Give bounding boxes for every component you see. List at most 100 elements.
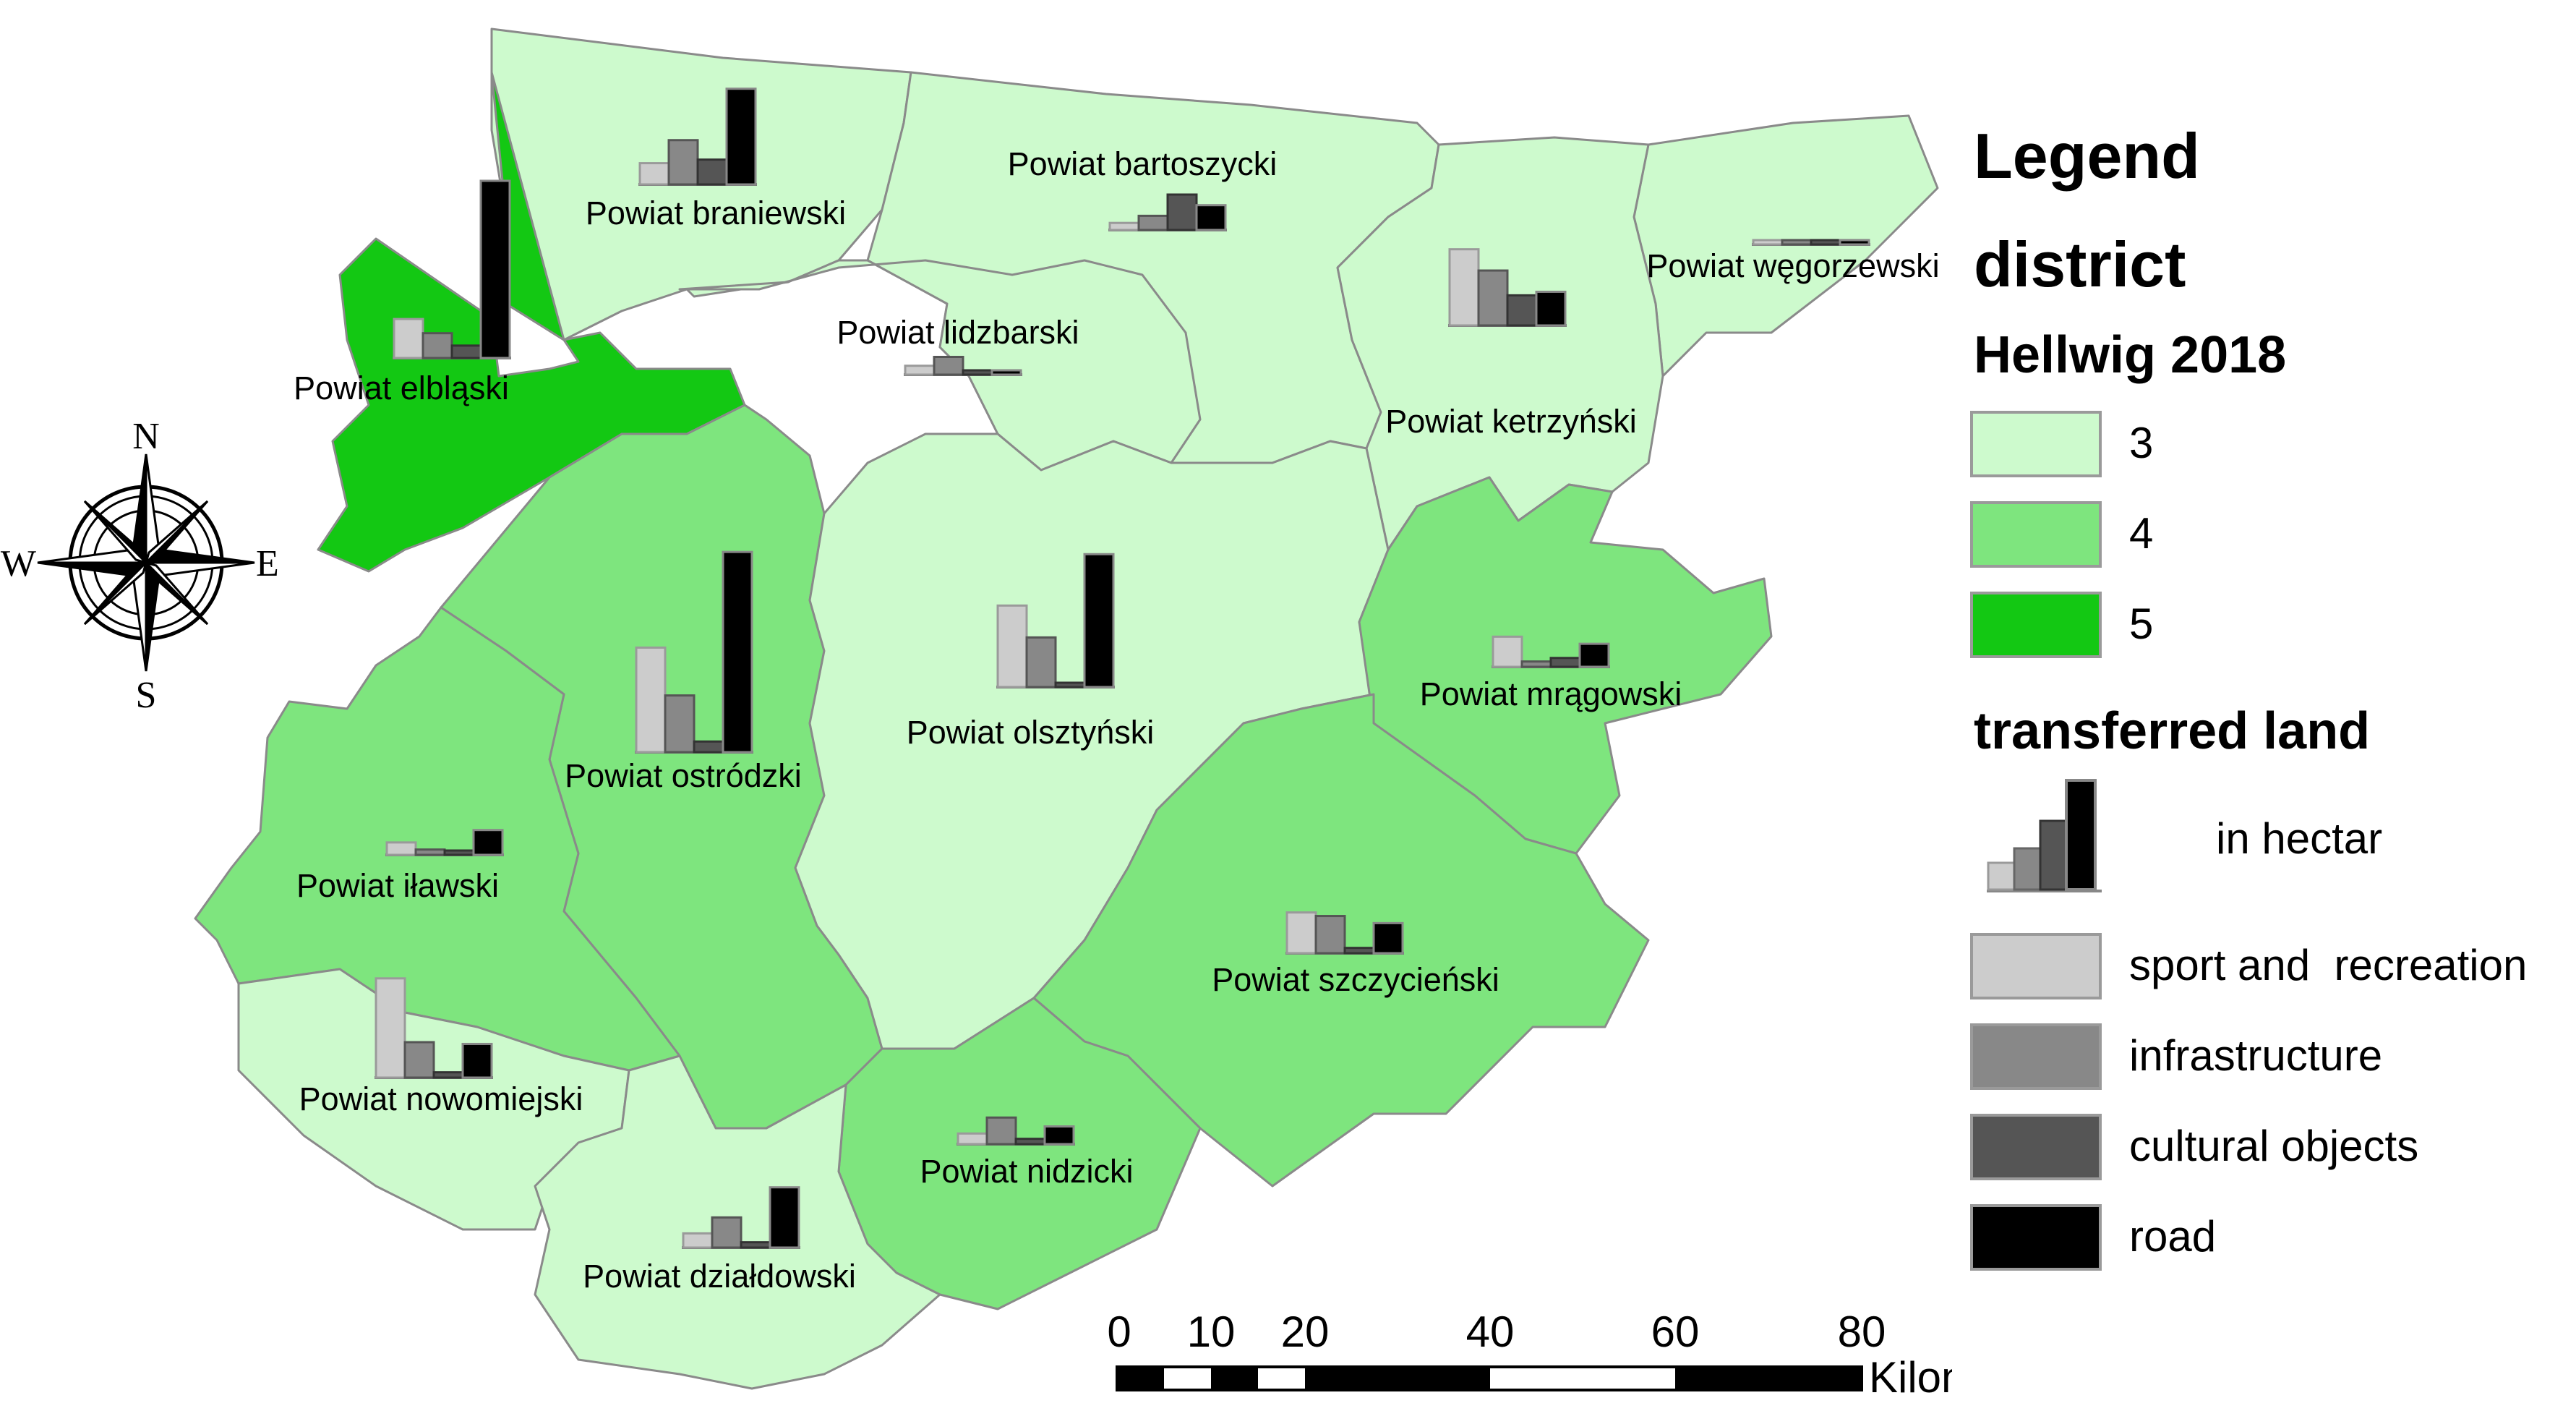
bar-road — [1372, 921, 1404, 955]
bar-road — [722, 550, 753, 754]
compass-south-label: S — [136, 675, 157, 716]
district-label-szczycienski: Powiat szczycieński — [1212, 961, 1499, 998]
bar-infrastructure — [985, 1116, 1017, 1146]
bars-layer — [375, 88, 1870, 1249]
bar-infrastructure — [422, 332, 453, 359]
legend-unit-label: in hectar — [2216, 814, 2383, 863]
bar-infrastructure — [933, 356, 964, 376]
district-label-elblaski: Powiat elbląski — [294, 370, 509, 406]
bar-road — [990, 369, 1022, 376]
legend-class-4-swatch — [1970, 501, 2102, 568]
bar-sport — [1108, 221, 1140, 231]
scale-tick-40: 40 — [1466, 1308, 1515, 1356]
bar-infrastructure — [403, 1041, 435, 1079]
scale-tick-80: 80 — [1838, 1308, 1886, 1356]
district-label-wegorzewski: Powiat węgorzewski — [1646, 247, 1939, 284]
bar-cultural — [1810, 239, 1841, 246]
bar-sport — [996, 604, 1028, 689]
district-label-nowomiejski: Powiat nowomiejski — [299, 1080, 583, 1117]
district-area-elblaski[interactable] — [317, 71, 746, 573]
bar-road — [472, 829, 504, 856]
legend-infrastructure-label: infrastructure — [2129, 1031, 2383, 1080]
district-label-ilawski: Powiat iławski — [296, 867, 499, 904]
bar-road — [725, 88, 757, 186]
legend-district-heading: district — [1974, 229, 2186, 300]
legend-road-swatch — [1970, 1204, 2102, 1271]
legend-infrastructure-swatch — [1970, 1023, 2102, 1090]
district-label-ketrzynski: Powiat ketrzyński — [1385, 403, 1637, 440]
bar-infrastructure — [664, 694, 696, 754]
bar-cultural — [432, 1071, 464, 1079]
district-label-dzialdowski: Powiat działdowski — [583, 1258, 856, 1295]
bar-sport — [635, 646, 667, 754]
bar-sport — [638, 162, 670, 186]
bar-infrastructure — [711, 1216, 743, 1249]
bar-road — [1578, 642, 1610, 668]
legend-title: Legend — [1974, 120, 2200, 192]
bar-infrastructure — [1314, 915, 1346, 955]
compass-north-label: N — [132, 416, 160, 457]
legend-sport-label: sport and recreation — [2129, 941, 2528, 989]
district-label-ostrodzki: Powiat ostródzki — [565, 757, 802, 794]
bar-cultural — [693, 740, 724, 754]
scale-unit-label: Kilometers — [1869, 1353, 1952, 1402]
bar-cultural — [1549, 657, 1581, 668]
bar-sport — [957, 1132, 988, 1146]
legend-class-5-label: 5 — [2129, 600, 2154, 648]
bar-infrastructure — [667, 139, 699, 186]
bar-road — [461, 1042, 493, 1079]
legend-class-3-label: 3 — [2129, 419, 2154, 467]
compass-rose-icon: N S E W — [1, 416, 279, 716]
scale-bar: 0 10 20 40 60 80 Kilometers — [1107, 1308, 1952, 1402]
district-label-mragowski: Powiat mrągowski — [1420, 675, 1682, 712]
district-label-lidzbarski: Powiat lidzbarski — [836, 314, 1079, 351]
bar-cultural — [1166, 193, 1198, 231]
bar-sport — [682, 1232, 714, 1249]
bar-cultural — [1054, 681, 1086, 689]
bar-infrastructure — [1025, 636, 1057, 689]
bar-sport — [1448, 248, 1480, 327]
legend-road-label: road — [2129, 1212, 2217, 1261]
legend-transferred-heading: transferred land — [1974, 702, 2371, 760]
district-label-olsztynski: Powiat olsztyński — [907, 714, 1155, 751]
bar-cultural — [443, 849, 475, 856]
scale-tick-20: 20 — [1281, 1308, 1330, 1356]
bar-sport — [385, 841, 417, 856]
legend-cultural-label: cultural objects — [2129, 1122, 2419, 1170]
bar-infrastructure — [414, 848, 446, 856]
compass-east-label: E — [256, 543, 279, 584]
bar-road — [479, 179, 511, 359]
legend-sport-swatch — [1970, 933, 2102, 999]
legend-hellwig-heading: Hellwig 2018 — [1974, 326, 2287, 384]
bar-sport — [393, 317, 424, 359]
bar-cultural — [1343, 947, 1375, 955]
legend-class-5-swatch — [1970, 592, 2102, 658]
bar-road — [1535, 290, 1567, 327]
bar-cultural — [1014, 1138, 1046, 1146]
bar-cultural — [696, 158, 728, 186]
bar-infrastructure — [1137, 214, 1169, 231]
labels-layer: Powiat braniewski Powiat bartoszycki Pow… — [294, 145, 1939, 1295]
legend-panel: Legend district Hellwig 2018 3 4 5 trans… — [1967, 108, 2574, 1302]
bar-road — [1083, 553, 1115, 689]
bar-road — [1043, 1125, 1075, 1146]
bar-infrastructure — [1781, 239, 1813, 246]
bar-cultural — [1506, 294, 1538, 327]
bar-sport — [1492, 635, 1523, 668]
bar-sport — [1285, 911, 1317, 955]
bar-cultural — [740, 1241, 771, 1249]
district-label-nidzicki: Powiat nidzicki — [920, 1153, 1133, 1190]
bar-sport — [1752, 239, 1784, 246]
legend-cultural-swatch — [1970, 1114, 2102, 1180]
scale-tick-0: 0 — [1107, 1308, 1131, 1356]
bar-infrastructure — [1520, 660, 1552, 668]
legend-class-4-label: 4 — [2129, 509, 2154, 558]
bar-infrastructure — [1477, 269, 1509, 327]
bar-road — [769, 1186, 800, 1249]
legend-class-3-swatch — [1970, 411, 2102, 477]
bar-cultural — [450, 344, 482, 359]
bar-sport — [375, 977, 406, 1079]
district-label-bartoszycki: Powiat bartoszycki — [1008, 145, 1278, 182]
bar-sport — [904, 365, 936, 376]
scale-tick-10: 10 — [1187, 1308, 1236, 1356]
